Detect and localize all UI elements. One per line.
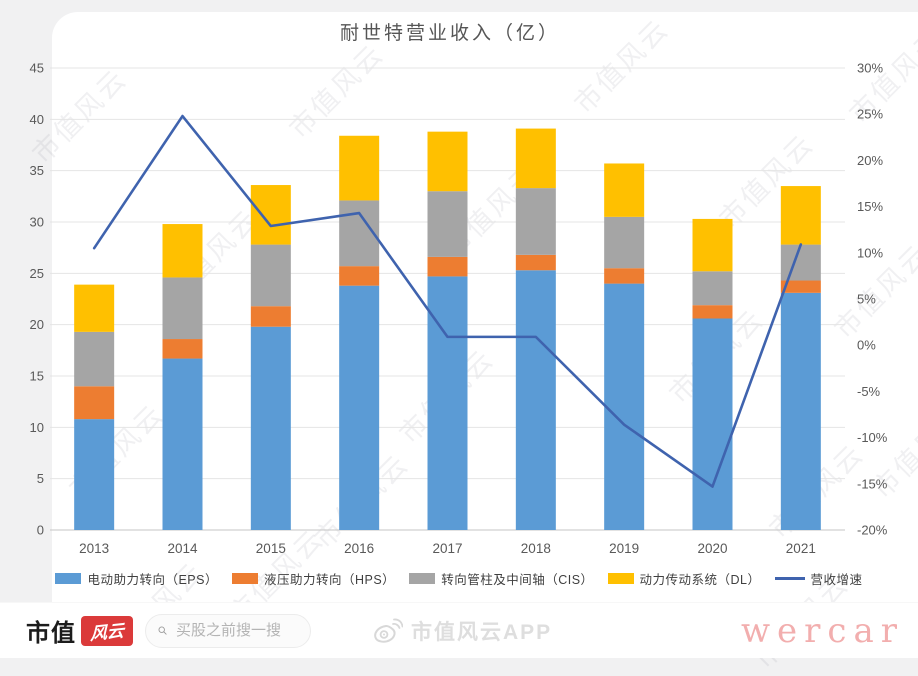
bar-segment xyxy=(780,280,821,293)
bar-segment xyxy=(162,277,203,340)
bar-segment xyxy=(692,318,733,530)
chart-title: 耐世特营业收入（亿） xyxy=(339,23,560,44)
legend-item: 动力传动系统（DL） xyxy=(607,569,761,588)
bar-segment xyxy=(604,268,645,284)
legend-label: 动力传动系统（DL） xyxy=(639,573,761,587)
y-axis-right-tick: 25% xyxy=(857,107,883,122)
footer-bar: 市值 风云 市值风云APP wercar xyxy=(0,602,918,658)
bar-segment xyxy=(74,386,115,420)
y-axis-right-tick: -5% xyxy=(857,384,881,399)
bar-segment xyxy=(162,224,203,278)
x-axis-label: 2019 xyxy=(609,541,639,556)
bar-segment xyxy=(162,339,203,359)
legend-label: 液压助力转向（HPS） xyxy=(263,573,396,587)
legend-label: 营收增速 xyxy=(810,573,863,587)
legend-swatch xyxy=(231,573,258,584)
y-axis-right-tick: -10% xyxy=(857,430,888,445)
x-axis-label: 2021 xyxy=(786,541,816,556)
legend-swatch xyxy=(55,573,82,584)
search-bar[interactable] xyxy=(145,613,311,648)
bar-segment xyxy=(515,128,556,189)
y-axis-right-tick: 10% xyxy=(857,245,883,260)
search-icon xyxy=(158,626,167,635)
bar-segment xyxy=(692,218,733,272)
legend-swatch xyxy=(607,573,634,584)
bar-segment xyxy=(250,244,291,307)
bar-segment xyxy=(780,186,821,245)
legend-swatch xyxy=(409,573,436,584)
wercar-brand: wercar xyxy=(740,610,904,651)
weibo-icon xyxy=(374,618,403,643)
bar-segment xyxy=(604,216,645,269)
bar-segment xyxy=(250,306,291,327)
y-axis-left-tick: 35 xyxy=(30,163,44,178)
bar-segment xyxy=(74,419,115,530)
y-axis-left-tick: 10 xyxy=(30,420,44,435)
y-axis-left-tick: 15 xyxy=(30,369,44,384)
x-axis-label: 2014 xyxy=(167,541,198,556)
x-axis-label: 2017 xyxy=(432,541,462,556)
bar-segment xyxy=(515,188,556,255)
bar-segment xyxy=(692,271,733,306)
bar-segment xyxy=(339,285,380,530)
bar-segment xyxy=(339,135,380,201)
brand-text: 市值 xyxy=(26,620,76,647)
legend-item: 液压助力转向（HPS） xyxy=(231,569,396,588)
bar-segment xyxy=(427,131,468,192)
bar-segment xyxy=(780,292,821,530)
bar-segment xyxy=(604,163,645,217)
bar-segment xyxy=(515,254,556,271)
bar-segment xyxy=(692,305,733,319)
x-axis-label: 2013 xyxy=(79,541,109,556)
legend-label: 转向管柱及中间轴（CIS） xyxy=(441,573,594,587)
y-axis-left-tick: 40 xyxy=(30,112,44,127)
x-axis-label: 2015 xyxy=(256,541,286,556)
bar-segment xyxy=(427,256,468,277)
legend-line-swatch xyxy=(774,577,805,580)
bar-segment xyxy=(250,185,291,245)
bar-segment xyxy=(162,358,203,530)
bar-segment xyxy=(250,326,291,530)
y-axis-right-tick: 30% xyxy=(857,61,883,76)
x-axis-label: 2018 xyxy=(521,541,551,556)
y-axis-right-tick: 15% xyxy=(857,199,883,214)
y-axis-right-tick: -20% xyxy=(857,523,888,538)
bar-segment xyxy=(74,331,115,387)
y-axis-right-tick: 20% xyxy=(857,153,883,168)
growth-rate-line xyxy=(92,114,803,488)
y-axis-right-tick: -15% xyxy=(857,476,888,491)
y-axis-left-tick: 20 xyxy=(30,317,44,332)
app-promo: 市值风云APP xyxy=(373,616,552,646)
bar-segment xyxy=(427,276,468,530)
y-axis-left-tick: 25 xyxy=(30,266,44,281)
y-axis-left-tick: 45 xyxy=(30,61,44,76)
app-name-label: 市值风云APP xyxy=(411,620,553,644)
y-axis-right-tick: 5% xyxy=(857,292,876,307)
search-input[interactable] xyxy=(174,621,298,640)
y-axis-left-tick: 30 xyxy=(30,215,44,230)
bar-segment xyxy=(780,244,821,281)
legend-label: 电动助力转向（EPS） xyxy=(87,573,218,587)
brand-logo: 风云 xyxy=(81,615,133,646)
y-axis-right-tick: 0% xyxy=(857,338,876,353)
bar-segment xyxy=(515,270,556,530)
x-axis-label: 2016 xyxy=(344,541,374,556)
y-axis-left-tick: 0 xyxy=(37,523,44,538)
x-axis-label: 2020 xyxy=(697,541,727,556)
bar-segment xyxy=(74,284,115,332)
legend-item: 营收增速 xyxy=(774,569,863,588)
bar-segment xyxy=(339,266,380,286)
legend-item: 转向管柱及中间轴（CIS） xyxy=(409,569,593,588)
y-axis-left-tick: 5 xyxy=(37,471,44,486)
bar-segment xyxy=(604,283,645,530)
bar-segment xyxy=(427,191,468,257)
legend-item: 电动助力转向（EPS） xyxy=(55,569,218,588)
chart-legend: 电动助力转向（EPS） 液压助力转向（HPS） 转向管柱及中间轴（CIS） 动力传动系… xyxy=(0,569,918,588)
revenue-stacked-bar-chart: 0 5 10 15 20 25 30 35 40 45 -20% -15% -10% -5% 0% 5% 10%… xyxy=(30,61,888,557)
